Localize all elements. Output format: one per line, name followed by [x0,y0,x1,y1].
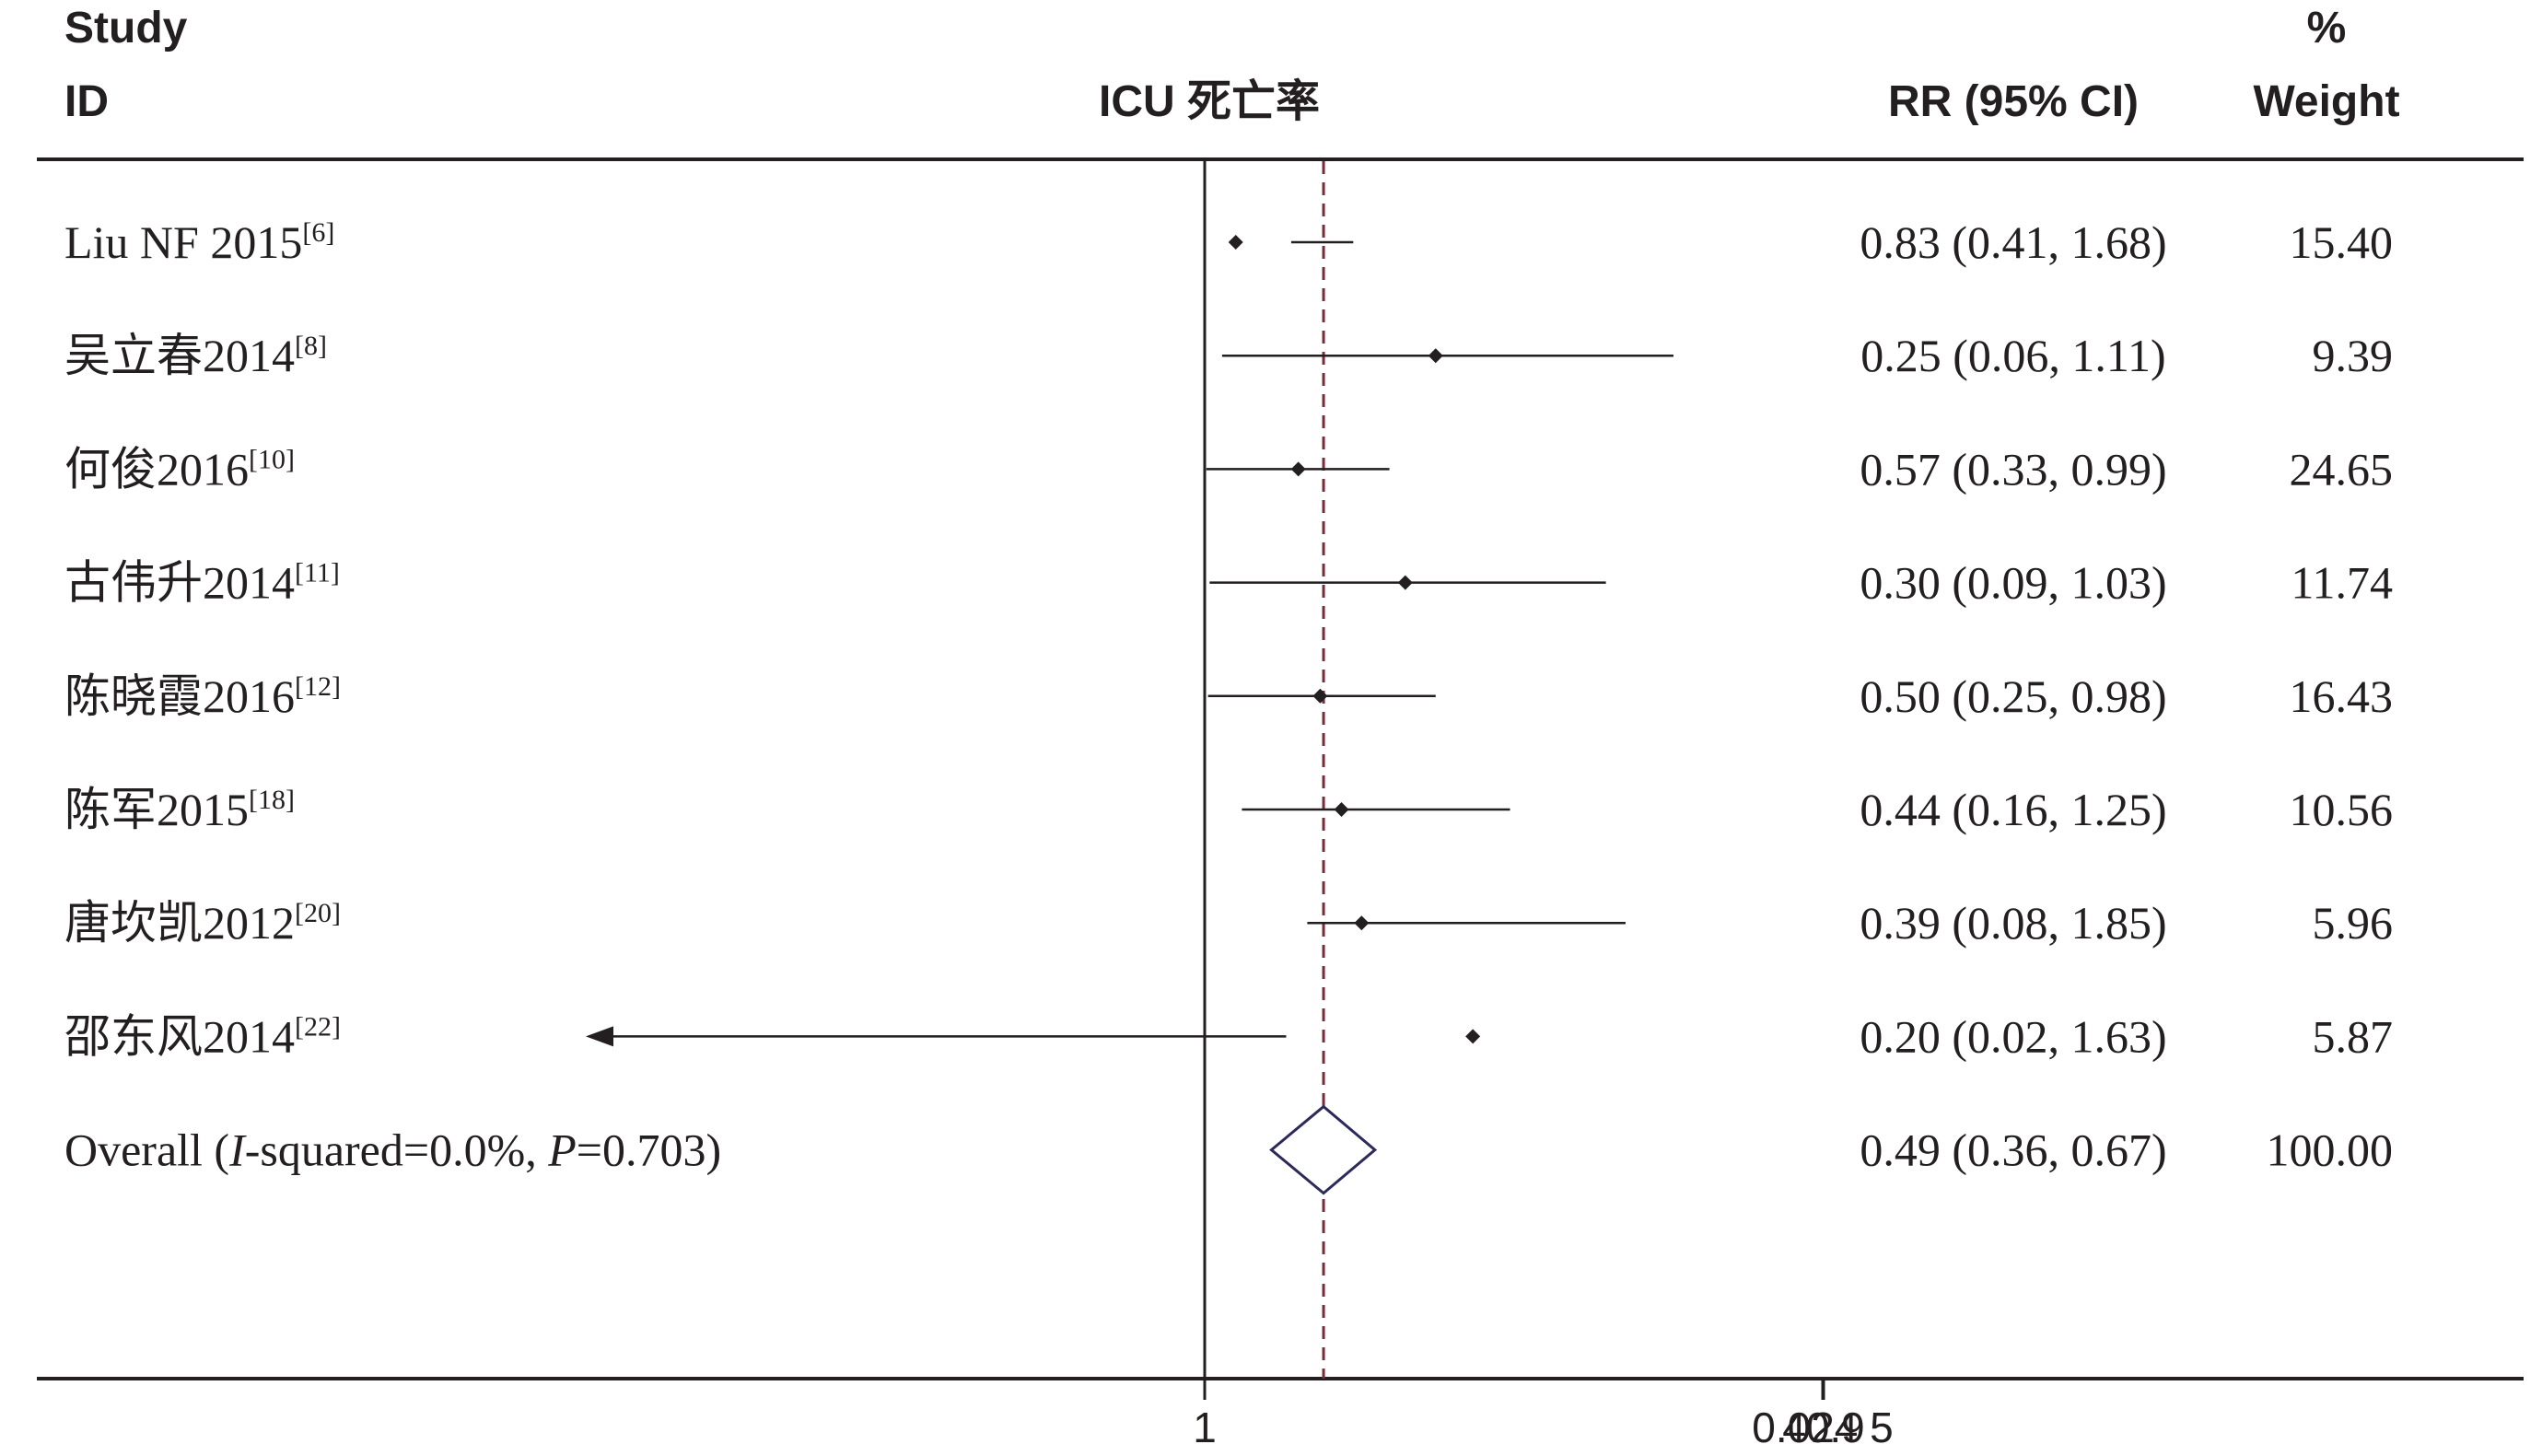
x-tick-label-0: 0.024 5 [1752,1404,1893,1451]
overall-row: Overall (I-squared=0.0%, P=0.703) 0.49 (0… [64,1104,2394,1195]
x-axis-ticks: 0.024 5 1 40.9 [1193,1379,1894,1451]
ci-text-1: 0.25 (0.06, 1.11) [1860,330,2165,381]
study-ref-5: [18] [249,785,295,815]
study-row-3: 古伟升2014[11] 0.30 (0.09, 1.03) 11.74 [64,557,2393,609]
study-name-text-2: 何俊2016 [64,443,249,495]
plot-title: ICU 死亡率 [1099,77,1320,126]
point-estimate-2 [1290,461,1306,477]
study-name-6: 唐坎凯2012[20] [64,897,341,949]
weight-header-line1: % [2307,4,2347,52]
point-estimate-5 [1334,802,1349,817]
study-name-1: 吴立春2014[8] [64,330,327,381]
study-name-text-6: 唐坎凯2012 [64,897,295,949]
point-estimate-7 [1465,1029,1481,1044]
study-name-0: Liu NF 2015[6] [64,216,334,268]
point-estimate-1 [1428,348,1443,364]
study-row-0: Liu NF 2015[6] 0.83 (0.41, 1.68) 15.40 [64,216,2393,268]
study-name-text-3: 古伟升2014 [64,557,295,609]
study-header-line2: ID [64,77,109,126]
study-name-4: 陈晓霞2016[12] [64,670,341,722]
ci-text-2: 0.57 (0.33, 0.99) [1860,443,2166,495]
study-name-text-7: 邵东风2014 [64,1010,295,1062]
study-ref-1: [8] [295,331,327,361]
study-ref-7: [22] [295,1011,341,1042]
overall-ci-text: 0.49 (0.36, 0.67) [1860,1124,2166,1176]
study-name-5: 陈军2015[18] [64,784,295,835]
ci-text-7: 0.20 (0.02, 1.63) [1860,1010,2166,1062]
study-ref-3: [11] [295,558,340,588]
overall-i2-text: -squared=0.0%, [245,1124,549,1176]
weight-1: 9.39 [2313,330,2394,381]
study-row-5: 陈军2015[18] 0.44 (0.16, 1.25) 10.56 [64,784,2393,835]
rr-column-header: RR (95% CI) [1888,77,2139,126]
overall-weight: 100.00 [2267,1124,2394,1176]
overall-i2-symbol: I [228,1124,247,1176]
ci-text-5: 0.44 (0.16, 1.25) [1860,784,2166,835]
study-name-text-4: 陈晓霞2016 [64,670,295,722]
study-name-text-1: 吴立春2014 [64,330,295,381]
study-ref-6: [20] [295,898,341,928]
study-name-text-5: 陈军2015 [64,784,249,835]
ci-text-3: 0.30 (0.09, 1.03) [1860,557,2166,609]
weight-7: 5.87 [2313,1010,2394,1062]
study-row-2: 何俊2016[10] 0.57 (0.33, 0.99) 24.65 [64,443,2393,495]
overall-p-symbol: P [547,1124,577,1176]
ci-text-4: 0.50 (0.25, 0.98) [1860,670,2166,722]
study-ref-0: [6] [302,217,334,248]
study-ref-4: [12] [295,671,341,702]
ci-text-0: 0.83 (0.41, 1.68) [1860,216,2166,268]
study-row-7: 邵东风2014[22] 0.20 (0.02, 1.63) 5.87 [64,1010,2393,1062]
study-name-text-0: Liu NF 2015 [64,216,302,268]
study-name-7: 邵东风2014[22] [64,1010,341,1062]
study-ref-2: [10] [249,444,295,474]
weight-0: 15.40 [2290,216,2394,268]
study-row-1: 吴立春2014[8] 0.25 (0.06, 1.11) 9.39 [64,330,2393,381]
weight-2: 24.65 [2290,443,2394,495]
point-estimate-0 [1228,235,1243,250]
ci-text-6: 0.39 (0.08, 1.85) [1860,897,2166,949]
weight-6: 5.96 [2313,897,2394,949]
weight-4: 16.43 [2290,670,2394,722]
x-tick-label-1: 1 [1193,1404,1217,1451]
overall-label: Overall (I-squared=0.0%, P=0.703) [64,1124,721,1176]
weight-header-line2: Weight [2253,77,2399,126]
point-estimate-4 [1312,688,1328,704]
ci-arrow-7 [586,1026,613,1047]
reference-lines [1203,161,1325,1379]
overall-p-text: =0.703) [577,1124,721,1176]
x-tick-label-2: 40.9 [1782,1404,1865,1451]
overall-diamond [1269,1104,1378,1195]
study-row-6: 唐坎凯2012[20] 0.39 (0.08, 1.85) 5.96 [64,897,2393,949]
study-name-3: 古伟升2014[11] [64,557,340,609]
overall-label-prefix: Overall ( [64,1124,229,1176]
study-row-4: 陈晓霞2016[12] 0.50 (0.25, 0.98) 16.43 [64,670,2393,722]
weight-5: 10.56 [2290,784,2394,835]
point-estimate-3 [1397,575,1413,590]
study-rows: Liu NF 2015[6] 0.83 (0.41, 1.68) 15.40 吴立春2… [64,216,2393,1062]
study-header-line1: Study [64,4,188,52]
study-name-2: 何俊2016[10] [64,443,295,495]
weight-3: 11.74 [2291,557,2393,609]
point-estimate-6 [1354,915,1370,931]
